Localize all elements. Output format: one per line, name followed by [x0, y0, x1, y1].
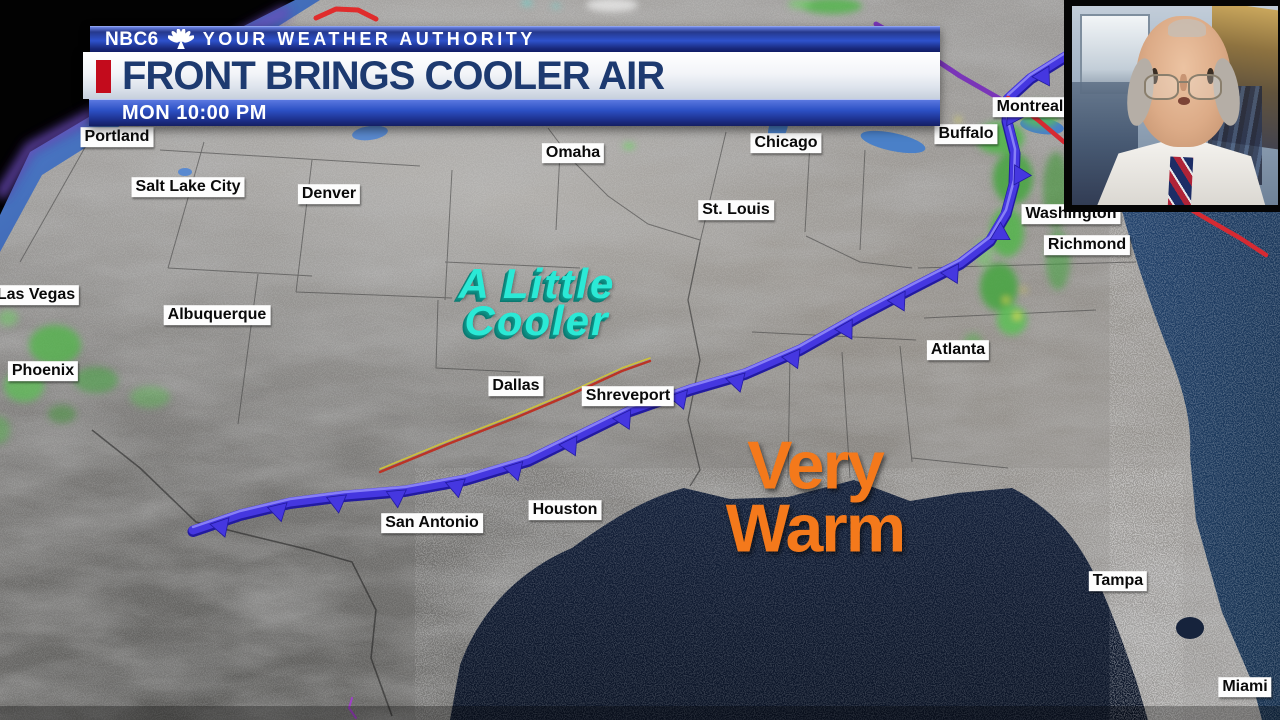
great-salt-lake	[178, 168, 192, 176]
bottom-vignette	[0, 706, 1280, 720]
presenter-mouth	[1177, 97, 1190, 106]
rio-grande-border	[91, 429, 393, 717]
presenter-glasses	[1144, 73, 1223, 100]
station-bar: NBC6 YOUR WEATHER AUTHORITY	[90, 26, 940, 52]
presenter-hair	[1168, 18, 1206, 37]
station-logo-text: NBC6	[105, 28, 159, 50]
presenter-webcam	[1064, 0, 1280, 212]
lake-erie	[860, 130, 926, 154]
time-bar: MON 10:00 PM	[89, 99, 940, 126]
lake-northwest	[352, 125, 388, 141]
ocean-layer	[178, 112, 1280, 720]
headline-text: FRONT BRINGS COOLER AIR	[122, 53, 665, 98]
squall-mark	[348, 697, 357, 719]
headline-accent-block	[96, 59, 111, 93]
dryline-accent	[379, 357, 651, 470]
presenter-tie	[1167, 156, 1193, 205]
timestamp: MON 10:00 PM	[122, 101, 267, 124]
lake-okeechobee	[1176, 617, 1204, 639]
dryline	[378, 359, 652, 474]
front-segment-north	[313, 6, 379, 22]
webcam-video	[1072, 6, 1278, 205]
broadcast-banner: NBC6 YOUR WEATHER AUTHORITY FRONT BRINGS…	[83, 26, 940, 126]
station-tagline: YOUR WEATHER AUTHORITY	[202, 29, 536, 49]
presenter-eye-right	[1206, 68, 1214, 85]
headline-bar: FRONT BRINGS COOLER AIR	[83, 52, 940, 99]
nbc-peacock-icon	[167, 28, 194, 49]
state-borders-layer	[19, 127, 1137, 717]
